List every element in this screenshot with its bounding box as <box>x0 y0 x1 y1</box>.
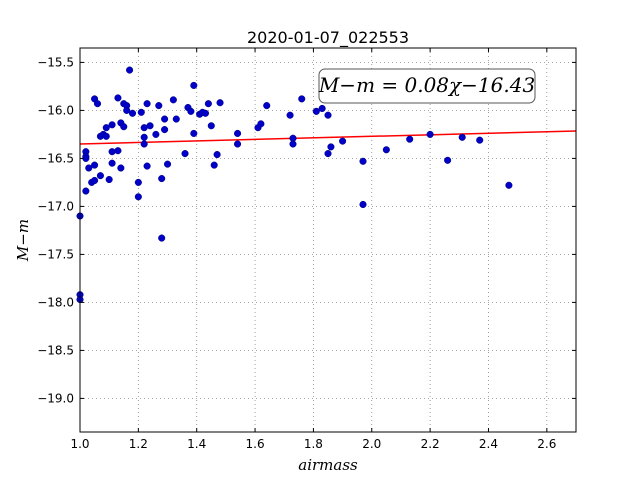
fit-equation: M−m = 0.08χ−16.43 <box>318 73 535 97</box>
data-point <box>91 161 99 169</box>
x-tick-label: 2.2 <box>421 437 440 451</box>
data-point <box>382 146 390 154</box>
data-point <box>102 124 110 132</box>
data-point <box>169 96 177 104</box>
data-point <box>339 137 347 145</box>
y-tick-label: −18.5 <box>37 343 74 357</box>
data-point <box>204 100 212 108</box>
data-point <box>96 172 104 180</box>
x-tick-label: 1.6 <box>246 437 265 451</box>
data-point <box>359 157 367 165</box>
data-point <box>187 107 195 115</box>
data-point <box>359 200 367 209</box>
data-point <box>201 109 210 117</box>
annotation-box: M−m = 0.08χ−16.43 <box>318 68 536 104</box>
fit-line-path <box>79 130 577 145</box>
data-point <box>190 81 198 89</box>
data-point <box>134 193 142 201</box>
data-point <box>289 140 297 148</box>
y-tick-label: −16.5 <box>37 151 74 165</box>
data-point <box>298 95 306 103</box>
axis-ticks: 1.0 1.2 1.4 1.6 1.8 2.0 2.2 2.4 2.6 −15.5 −16.0 −16… <box>37 48 576 451</box>
data-point <box>126 66 134 74</box>
data-point <box>152 130 160 138</box>
data-point <box>161 126 169 134</box>
data-point <box>234 129 242 137</box>
data-point <box>163 160 172 168</box>
data-point <box>172 115 180 123</box>
annotation-frame <box>318 68 536 104</box>
plot-frame <box>79 47 577 433</box>
data-point <box>108 121 116 129</box>
y-tick-label: −15.5 <box>37 55 74 69</box>
data-point <box>108 148 116 156</box>
data-point <box>476 136 484 144</box>
data-point <box>120 123 128 131</box>
y-tick-label: −16.0 <box>37 103 74 117</box>
data-point <box>257 120 265 128</box>
x-tick-label: 2.4 <box>479 437 498 451</box>
data-point <box>143 100 151 108</box>
data-point <box>406 135 414 143</box>
data-point <box>143 162 151 170</box>
chart-title: 2020-01-07_022553 <box>247 28 409 48</box>
y-tick-label: −19.0 <box>37 391 74 405</box>
grid-lines <box>80 48 576 432</box>
data-point <box>181 150 189 158</box>
data-point <box>324 150 332 158</box>
x-tick-label: 1.2 <box>129 437 148 451</box>
data-point <box>91 176 99 185</box>
scatter-points <box>76 66 513 304</box>
data-point <box>146 122 154 130</box>
data-point <box>123 106 131 114</box>
data-point <box>318 104 326 113</box>
data-point <box>134 178 142 186</box>
data-point <box>312 107 320 115</box>
x-tick-label: 1.4 <box>187 437 206 451</box>
data-point <box>444 156 452 164</box>
data-point <box>505 181 513 189</box>
y-tick-label: −17.0 <box>37 199 74 213</box>
data-point <box>128 109 137 117</box>
data-point <box>213 151 221 159</box>
data-point <box>102 132 110 140</box>
x-tick-label: 2.6 <box>537 437 556 451</box>
data-point <box>161 115 169 123</box>
data-point <box>137 108 145 116</box>
x-tick-label: 1.0 <box>70 437 89 451</box>
data-point <box>155 102 163 110</box>
data-point <box>114 147 122 155</box>
data-point <box>426 130 434 138</box>
data-point <box>140 133 148 141</box>
y-tick-label: −18.0 <box>37 295 74 309</box>
x-tick-label: 2.0 <box>362 437 381 451</box>
y-axis-label: M−m <box>14 219 32 262</box>
data-point <box>234 140 242 148</box>
data-point <box>140 140 148 148</box>
data-point <box>458 133 466 141</box>
y-tick-label: −17.5 <box>37 247 74 261</box>
x-axis-label: airmass <box>298 456 358 474</box>
data-point <box>158 234 166 242</box>
data-point <box>105 175 113 184</box>
data-point <box>210 161 218 169</box>
data-point <box>216 99 224 107</box>
data-point <box>158 175 166 183</box>
data-point <box>190 129 198 137</box>
x-tick-label: 1.8 <box>304 437 323 451</box>
data-point <box>327 143 335 151</box>
data-point <box>263 102 271 110</box>
data-point <box>117 164 125 172</box>
data-point <box>82 187 90 195</box>
data-point <box>108 159 116 167</box>
data-point <box>85 164 93 172</box>
fit-line <box>79 130 577 145</box>
data-point <box>324 111 332 119</box>
data-point <box>207 122 215 130</box>
data-point <box>286 111 294 119</box>
data-point <box>114 94 122 102</box>
data-point <box>93 100 102 108</box>
